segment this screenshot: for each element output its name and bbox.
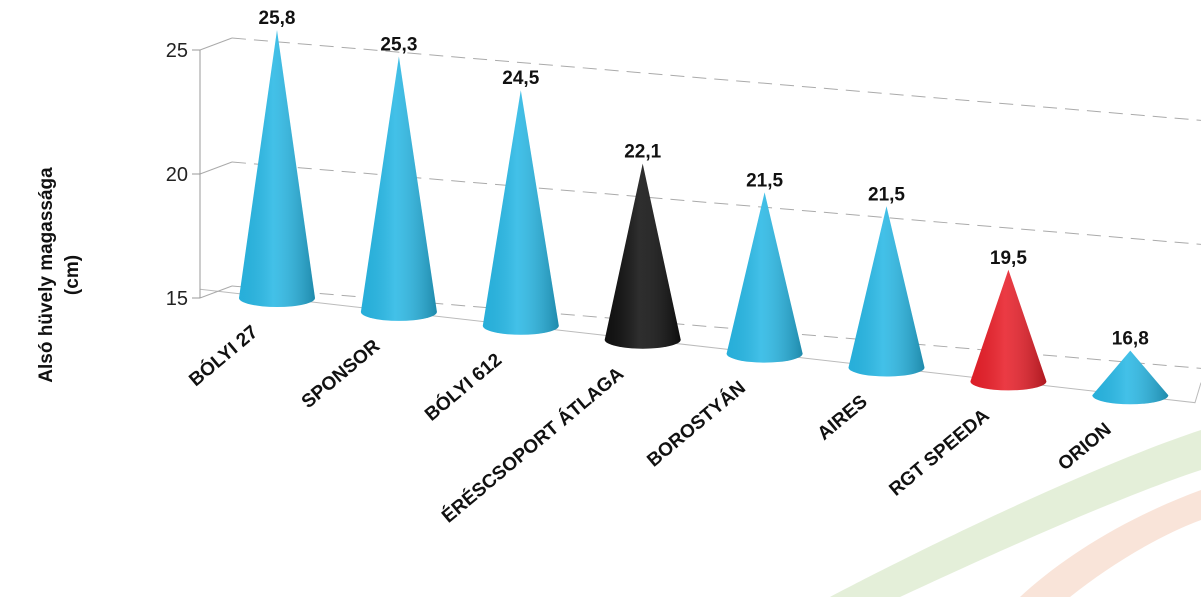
floor: [199, 288, 1201, 404]
decoration: [830, 430, 1201, 597]
cone: [604, 163, 681, 349]
y-tick-label: 15: [166, 288, 188, 310]
data-label: 24,5: [502, 68, 539, 89]
decoration: [1020, 490, 1201, 597]
data-label: 25,8: [259, 8, 296, 29]
x-tick-label: RGT SPEEDA: [885, 405, 993, 501]
x-tick-label: BÓLYI 612: [420, 349, 506, 426]
y-tick-label: 20: [166, 164, 188, 186]
cone: [726, 192, 803, 363]
grid-line: [231, 37, 1201, 121]
x-tick-label: BÓLYI 27: [185, 321, 263, 391]
cone-shade: [848, 206, 925, 377]
y-axis-title: (cm): [62, 255, 83, 295]
grid-line: [199, 161, 233, 175]
cone: [482, 90, 559, 335]
y-axis-title: Alsó hüvely magassága: [36, 167, 57, 383]
cone: [970, 269, 1047, 391]
x-tick-label: AIRES: [814, 391, 872, 444]
data-label: 16,8: [1112, 329, 1149, 350]
y-tick-label: 25: [166, 40, 188, 62]
cone-shade: [1092, 350, 1169, 405]
data-label: 25,3: [380, 34, 417, 55]
data-label: 22,1: [624, 142, 661, 163]
cone-shade: [726, 192, 803, 363]
cone-shade: [360, 56, 437, 321]
cone: [1092, 350, 1169, 405]
cone: [239, 30, 315, 307]
grid-line: [199, 37, 233, 51]
plot-area: 15 20 25 25,8 BÓLYI 27 25,3 SPONSOR 24,5 BÓLYI 6…: [166, 8, 1201, 527]
grid-line: [199, 285, 233, 299]
cone-shade: [604, 163, 681, 349]
cone-shade: [239, 30, 315, 307]
cone: [848, 206, 925, 377]
x-tick-label: SPONSOR: [298, 335, 385, 412]
cone: [360, 56, 437, 321]
cone-shade: [482, 90, 559, 335]
data-label: 21,5: [868, 184, 905, 205]
cone-shade: [970, 269, 1047, 391]
x-tick-label: BOROSTYÁN: [643, 377, 750, 472]
data-label: 19,5: [990, 248, 1027, 269]
data-label: 21,5: [746, 170, 783, 191]
